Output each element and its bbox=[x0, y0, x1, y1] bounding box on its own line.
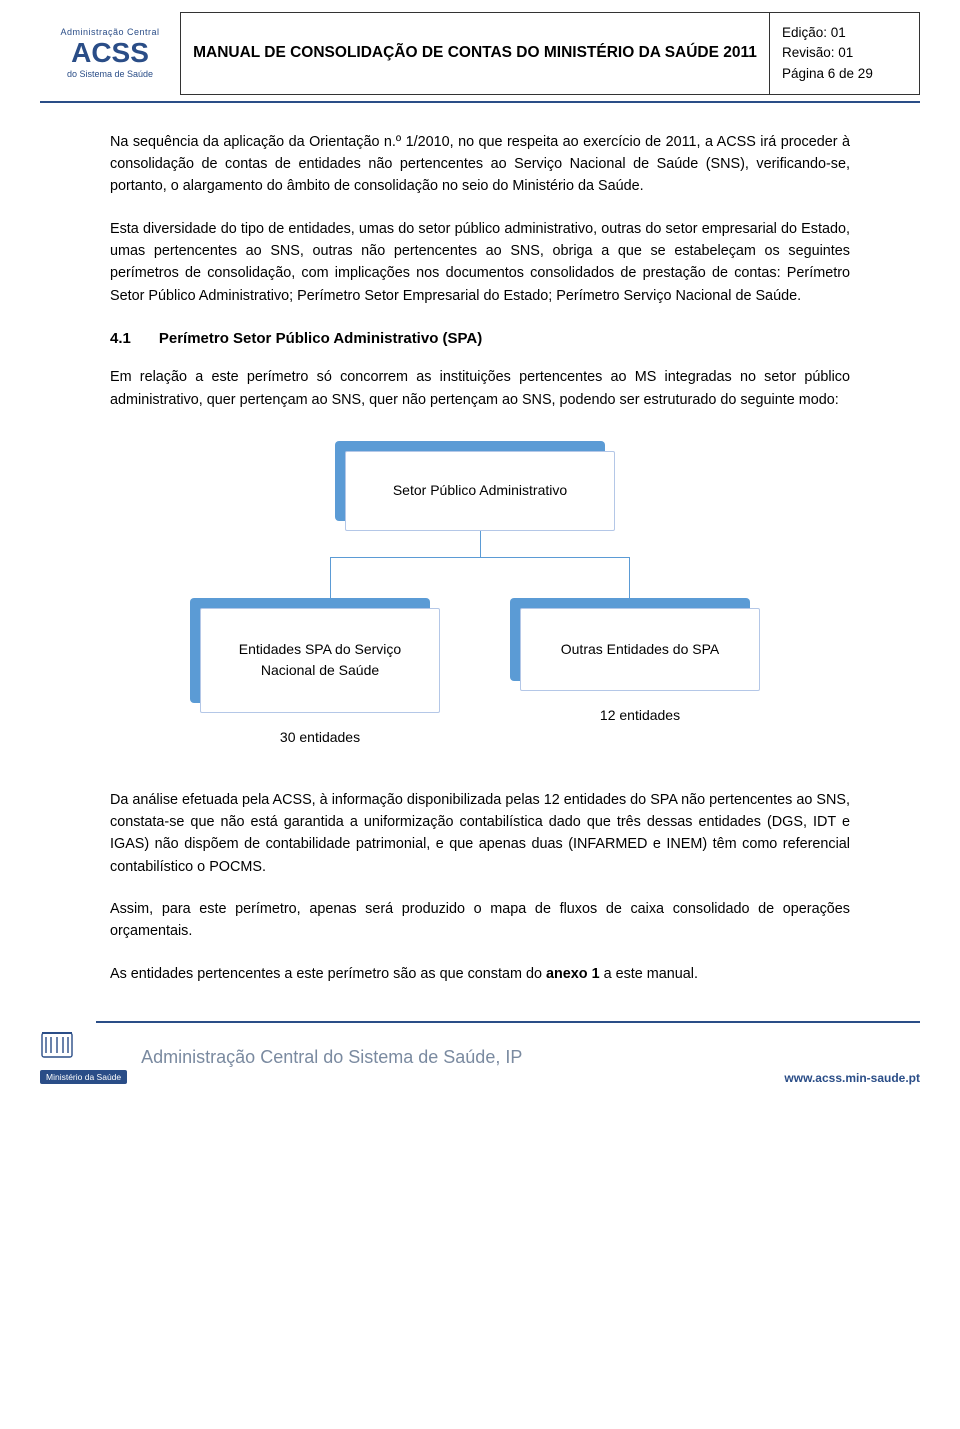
connector-line bbox=[480, 531, 481, 557]
section-number: 4.1 bbox=[110, 327, 131, 350]
footer-rule bbox=[40, 1021, 920, 1023]
section-title: Perímetro Setor Público Administrativo (… bbox=[159, 327, 482, 350]
footer-url: www.acss.min-saude.pt bbox=[784, 1071, 920, 1085]
diagram-node-child-right: Outras Entidades do SPA bbox=[520, 608, 760, 692]
header-title-box: MANUAL DE CONSOLIDAÇÃO DE CONTAS DO MINI… bbox=[180, 12, 770, 95]
meta-revisao: Revisão: 01 bbox=[782, 43, 907, 63]
document-title: MANUAL DE CONSOLIDAÇÃO DE CONTAS DO MINI… bbox=[193, 43, 757, 64]
paragraph-2: Esta diversidade do tipo de entidades, u… bbox=[110, 218, 850, 307]
p6-prefix: As entidades pertencentes a este perímet… bbox=[110, 966, 546, 982]
paragraph-3: Em relação a este perímetro só concorrem… bbox=[110, 366, 850, 411]
footer-org-name: Administração Central do Sistema de Saúd… bbox=[141, 1047, 522, 1068]
diagram-child-right-count: 12 entidades bbox=[600, 705, 680, 727]
body-content: Na sequência da aplicação da Orientação … bbox=[40, 103, 920, 985]
section-heading: 4.1 Perímetro Setor Público Administrati… bbox=[110, 327, 850, 350]
paragraph-1: Na sequência da aplicação da Orientação … bbox=[110, 131, 850, 198]
diagram-parent-label: Setor Público Administrativo bbox=[393, 482, 567, 498]
meta-edicao: Edição: 01 bbox=[782, 23, 907, 43]
p6-bold: anexo 1 bbox=[546, 966, 600, 982]
p6-suffix: a este manual. bbox=[600, 966, 698, 982]
page-footer: Ministério da Saúde Administração Centra… bbox=[40, 1029, 920, 1085]
logo-top-text: Administração Central bbox=[44, 27, 176, 37]
logo-main-text: ACSS bbox=[44, 39, 176, 67]
paragraph-6: As entidades pertencentes a este perímet… bbox=[110, 963, 850, 985]
paragraph-4: Da análise efetuada pela ACSS, à informa… bbox=[110, 789, 850, 878]
crest-icon bbox=[40, 1029, 74, 1067]
diagram-child-left-count: 30 entidades bbox=[280, 727, 360, 749]
diagram-child-right-label: Outras Entidades do SPA bbox=[561, 641, 720, 657]
page-header: Administração Central ACSS do Sistema de… bbox=[40, 12, 920, 95]
paragraph-5: Assim, para este perímetro, apenas será … bbox=[110, 898, 850, 943]
diagram-node-parent: Setor Público Administrativo bbox=[345, 451, 615, 531]
spa-tree-diagram: Setor Público Administrativo Entidades S… bbox=[200, 451, 760, 749]
diagram-child-left-label: Entidades SPA do Serviço Nacional de Saú… bbox=[239, 641, 401, 679]
ministerio-badge: Ministério da Saúde bbox=[40, 1070, 127, 1084]
diagram-node-child-left: Entidades SPA do Serviço Nacional de Saú… bbox=[200, 608, 440, 713]
acss-logo: Administração Central ACSS do Sistema de… bbox=[40, 12, 180, 95]
meta-pagina: Página 6 de 29 bbox=[782, 64, 907, 84]
logo-bottom-text: do Sistema de Saúde bbox=[44, 69, 176, 79]
header-meta-box: Edição: 01 Revisão: 01 Página 6 de 29 bbox=[770, 12, 920, 95]
